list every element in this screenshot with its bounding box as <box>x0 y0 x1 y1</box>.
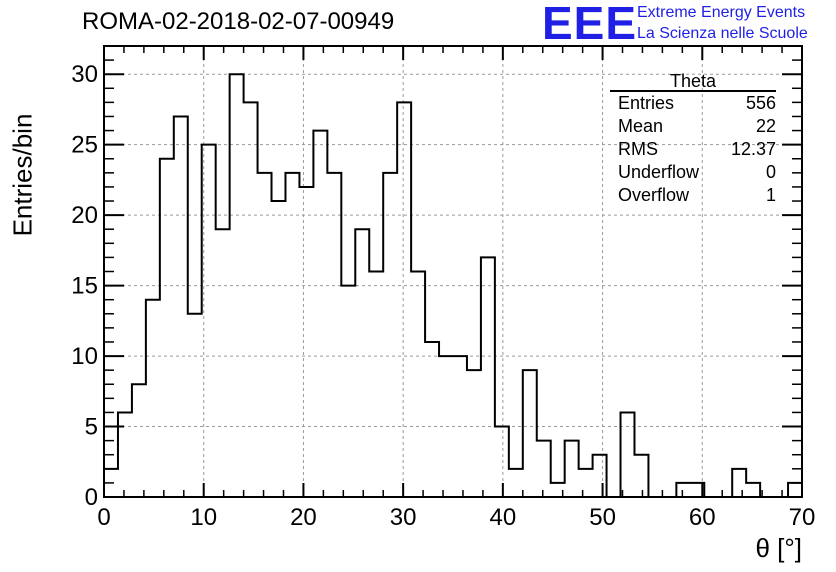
x-tick-label: 0 <box>97 504 110 531</box>
stats-label: Mean <box>618 116 664 136</box>
chart-title: ROMA-02-2018-02-07-00949 <box>82 8 395 35</box>
axis-ticks <box>103 45 803 498</box>
stats-row-rms: RMS 12.37 <box>610 138 776 161</box>
y-tick-label: 5 <box>85 414 98 441</box>
x-tick-label: 50 <box>589 504 616 531</box>
y-tick-label: 10 <box>71 343 98 370</box>
stats-value: 0 <box>765 162 776 182</box>
stats-title: Theta <box>610 70 776 92</box>
stats-label: Entries <box>618 93 675 113</box>
x-tick-label: 40 <box>490 504 517 531</box>
y-tick-label: 0 <box>85 484 98 511</box>
stats-label: RMS <box>618 139 658 159</box>
logo-text-line2: La Scienza nelle Scuole <box>637 25 808 42</box>
x-axis-label: θ [°] <box>755 533 802 563</box>
stats-row-underflow: Underflow 0 <box>610 161 776 184</box>
x-tick-label: 30 <box>390 504 417 531</box>
x-tick-label: 20 <box>290 504 317 531</box>
y-tick-label: 30 <box>71 61 98 88</box>
stats-value: 12.37 <box>730 139 776 159</box>
eee-logo: EEE <box>542 0 638 49</box>
stats-label: Underflow <box>618 162 700 182</box>
stats-box: Theta Entries 556 Mean 22 RMS 12.37 Unde… <box>610 70 776 207</box>
grid-lines <box>104 46 802 497</box>
y-tick-label: 15 <box>71 273 98 300</box>
stats-row-mean: Mean 22 <box>610 115 776 138</box>
stats-value: 22 <box>755 116 776 136</box>
y-tick-label: 20 <box>71 202 98 229</box>
logo-text-line1: Extreme Energy Events <box>637 4 806 21</box>
x-tick-label: 60 <box>689 504 716 531</box>
x-tick-label: 10 <box>190 504 217 531</box>
stats-row-entries: Entries 556 <box>610 92 776 115</box>
y-axis-label: Entries/bin <box>7 113 38 237</box>
x-tick-label: 70 <box>789 504 816 531</box>
stats-value: 1 <box>765 185 776 205</box>
stats-value: 556 <box>745 93 776 113</box>
y-tick-label: 25 <box>71 132 98 159</box>
y-axis-label-box: Entries/bin <box>6 110 40 240</box>
stats-row-overflow: Overflow 1 <box>610 184 776 207</box>
stats-label: Overflow <box>618 185 690 205</box>
